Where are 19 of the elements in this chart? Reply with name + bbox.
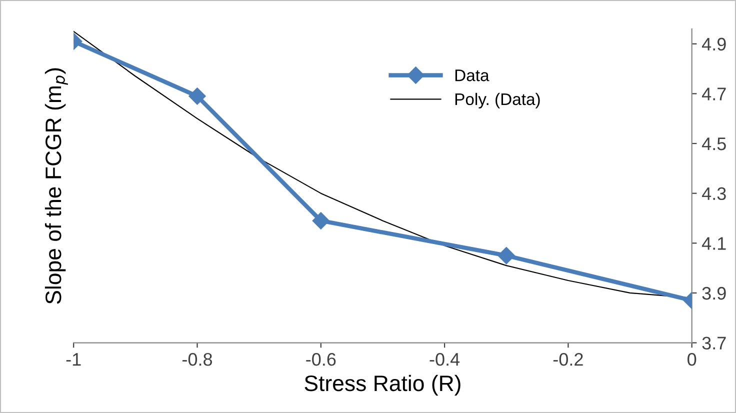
- y-axis-title: Slope of the FCGR (m$_{p}$): [44, 68, 68, 304]
- x-axis-title: Stress Ratio (R): [304, 374, 460, 396]
- y-tick-label: 4.7: [702, 88, 726, 100]
- point: [312, 212, 330, 230]
- x-tick-label: -1: [66, 353, 81, 366]
- x-tick-label: -0.2: [553, 352, 583, 366]
- legend-label: Poly. (Data): [455, 92, 540, 108]
- y-tick-label: 3.9: [702, 286, 726, 300]
- y-tick-label: 4.5: [702, 138, 726, 150]
- y-tick-label: 3.7: [702, 336, 726, 350]
- x-tick-label: 0: [688, 352, 696, 366]
- y-tick-label: 4.9: [702, 38, 726, 51]
- legend-label: Data: [455, 70, 490, 82]
- x-tick-label: -0.8: [182, 352, 212, 366]
- y-tick-label: 4.1: [702, 237, 726, 250]
- y-tick-label: 4.3: [702, 187, 726, 200]
- x-tick-label: -0.6: [306, 352, 336, 366]
- point: [188, 88, 206, 105]
- x-tick-label: -0.4: [430, 352, 460, 366]
